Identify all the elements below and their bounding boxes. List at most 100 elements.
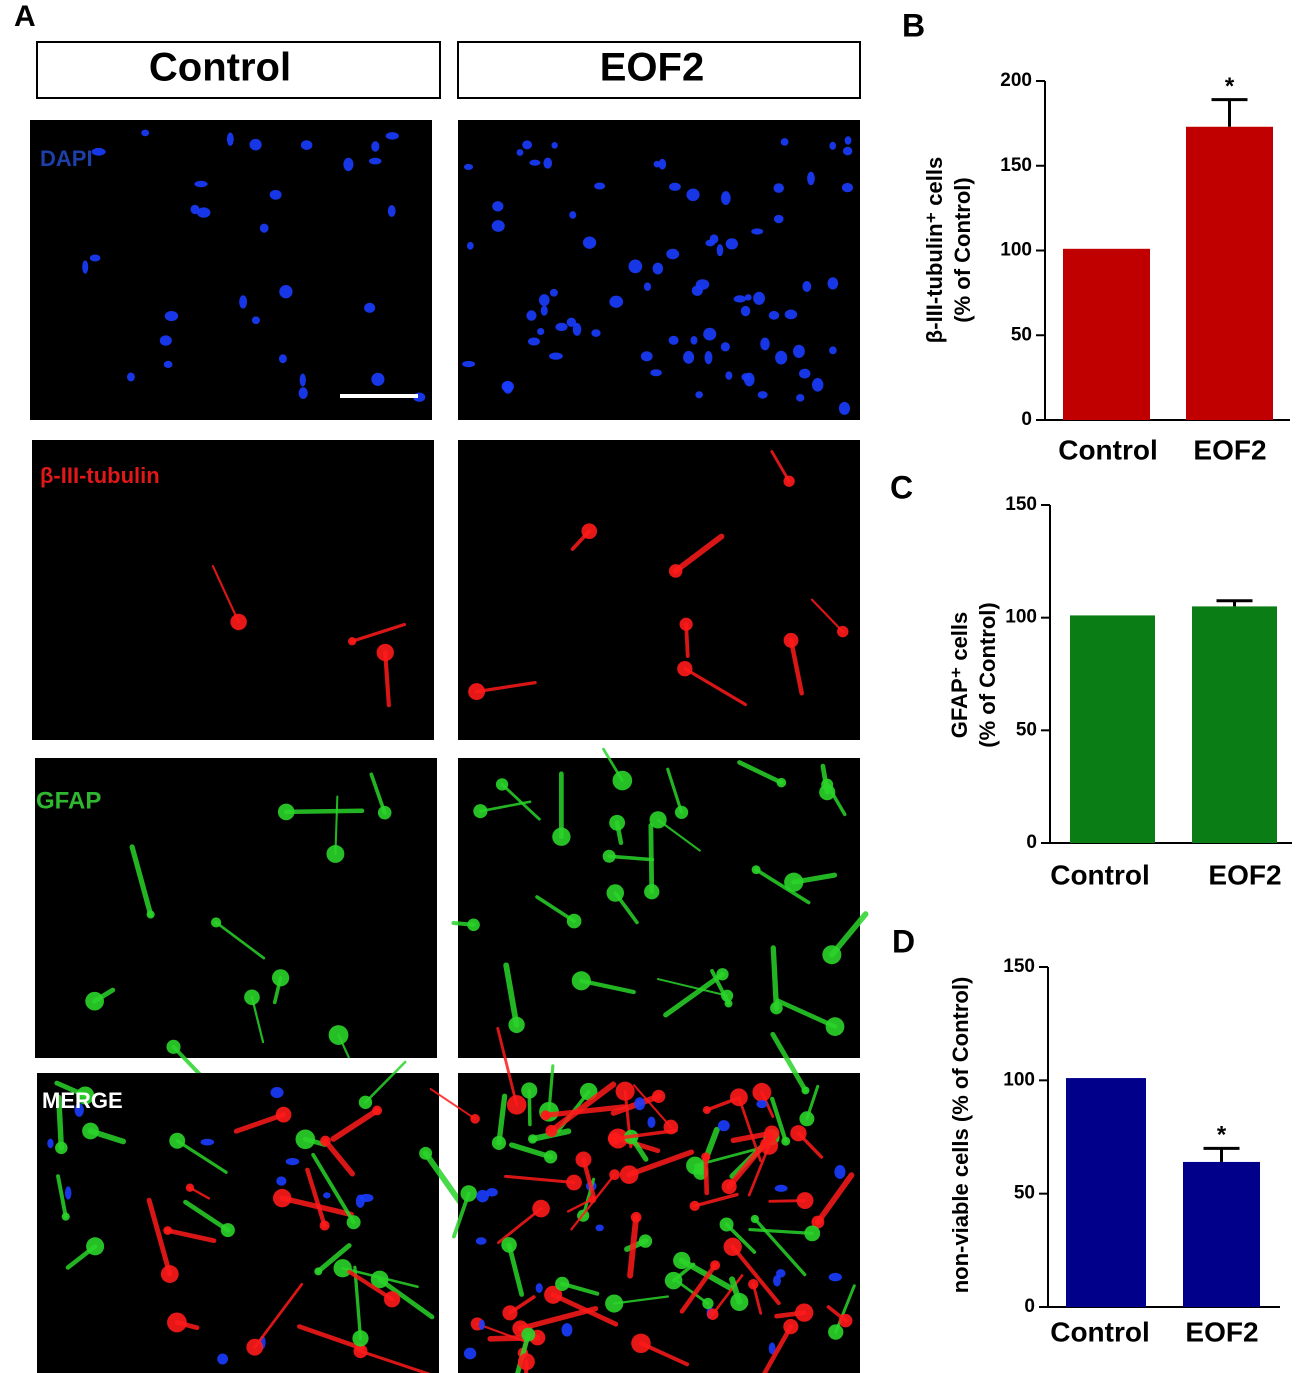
cell-process xyxy=(508,1142,554,1160)
cell-process xyxy=(429,1088,477,1120)
cell-nucleus xyxy=(549,288,558,297)
cell-process xyxy=(497,1207,543,1245)
cell-body xyxy=(272,1188,292,1208)
cell-body xyxy=(295,1129,316,1150)
cell-body xyxy=(575,1151,592,1168)
micrograph xyxy=(37,1073,439,1373)
cell-body xyxy=(86,1237,105,1256)
cell-nucleus xyxy=(658,158,667,170)
cell-body xyxy=(544,1285,563,1304)
cell-nucleus xyxy=(368,157,382,165)
cell-body xyxy=(838,1313,853,1328)
cell-body xyxy=(358,1095,373,1110)
cell-body xyxy=(320,1135,331,1147)
cell-body xyxy=(230,613,247,631)
cell-process xyxy=(657,818,701,852)
cell-nucleus xyxy=(535,1283,543,1293)
cell-process xyxy=(517,1306,599,1332)
cell-body xyxy=(795,1303,814,1322)
cell-nucleus xyxy=(516,149,524,156)
cell-nucleus xyxy=(522,140,533,150)
cell-process xyxy=(305,1167,327,1228)
cell-nucleus xyxy=(270,1087,284,1099)
cell-body xyxy=(750,1214,759,1224)
cell-nucleus xyxy=(802,280,812,292)
x-tick-label: Control xyxy=(1050,859,1150,890)
cell-body xyxy=(664,1271,683,1290)
bar xyxy=(1192,606,1277,843)
cell-nucleus xyxy=(355,1194,365,1208)
cell-nucleus xyxy=(194,180,208,188)
cell-process xyxy=(673,1278,710,1305)
cell-body xyxy=(581,523,598,539)
row-label: β-III-tubulin xyxy=(40,463,160,488)
cell-body xyxy=(210,917,222,928)
cell-nucleus xyxy=(526,310,537,321)
x-tick-label: Control xyxy=(1058,434,1158,465)
cell-process xyxy=(679,1262,718,1314)
cell-nucleus xyxy=(650,369,662,377)
cell-nucleus xyxy=(716,244,724,257)
column-header: Control xyxy=(149,46,291,90)
cell-nucleus xyxy=(64,1186,72,1200)
cell-body xyxy=(185,1183,195,1192)
cell-body xyxy=(473,804,488,819)
cell-nucleus xyxy=(555,322,568,332)
cell-nucleus xyxy=(666,248,680,260)
y-tick-label: 50 xyxy=(1016,719,1037,740)
cell-nucleus xyxy=(842,146,853,156)
bar xyxy=(1186,126,1273,420)
cell-process xyxy=(626,1149,695,1178)
cell-body xyxy=(370,1270,389,1289)
cell-nucleus xyxy=(594,182,606,190)
cell-nucleus xyxy=(811,377,824,392)
cell-body xyxy=(271,969,290,987)
x-tick-label: EOF2 xyxy=(1208,859,1281,890)
y-tick-label: 200 xyxy=(1000,70,1032,91)
y-axis-title-line: non-viable cells (% of Control) xyxy=(948,977,973,1294)
cell-body xyxy=(674,805,689,819)
cell-process xyxy=(253,1282,304,1349)
cell-body xyxy=(502,1305,518,1321)
column-header-box xyxy=(457,41,861,99)
cell-process xyxy=(475,681,537,694)
cell-body xyxy=(821,778,834,791)
cell-process xyxy=(666,767,684,814)
cell-process xyxy=(683,667,748,707)
cell-nucleus xyxy=(582,236,597,249)
cell-nucleus xyxy=(773,214,784,224)
cell-nucleus xyxy=(478,1319,485,1330)
bar xyxy=(1066,1078,1146,1307)
cell-body xyxy=(783,632,799,648)
y-axis-title: GFAP⁺ cells (% of Control) xyxy=(947,602,1000,747)
cell-nucleus xyxy=(89,254,101,262)
cell-body xyxy=(619,1165,639,1185)
cell-nucleus xyxy=(720,342,730,352)
cell-process xyxy=(504,1174,576,1185)
cell-body xyxy=(468,683,486,701)
cell-process xyxy=(496,1093,508,1146)
cell-nucleus xyxy=(669,182,681,191)
y-tick-label: 100 xyxy=(1000,240,1032,261)
cell-nucleus xyxy=(595,1224,604,1232)
cell-nucleus xyxy=(251,316,261,325)
cell-nucleus xyxy=(491,220,505,232)
y-axis-title-line: β-III-tubulin⁺ cells xyxy=(922,157,947,343)
cell-process xyxy=(535,895,576,923)
cell-nucleus xyxy=(463,163,474,170)
cell-body xyxy=(220,1223,235,1238)
cell-nucleus xyxy=(704,350,713,365)
panel-label: B xyxy=(902,7,925,43)
cell-process xyxy=(711,1274,744,1316)
cell-nucleus xyxy=(668,335,679,345)
row-label: DAPI xyxy=(40,146,93,171)
cell-nucleus xyxy=(164,310,179,322)
cell-nucleus xyxy=(591,329,601,337)
cell-process xyxy=(358,1349,431,1373)
cell-nucleus xyxy=(690,335,698,345)
cell-body xyxy=(517,1353,535,1371)
cell-nucleus xyxy=(744,294,752,301)
cell-body xyxy=(801,1086,810,1095)
cell-body xyxy=(167,1312,187,1333)
